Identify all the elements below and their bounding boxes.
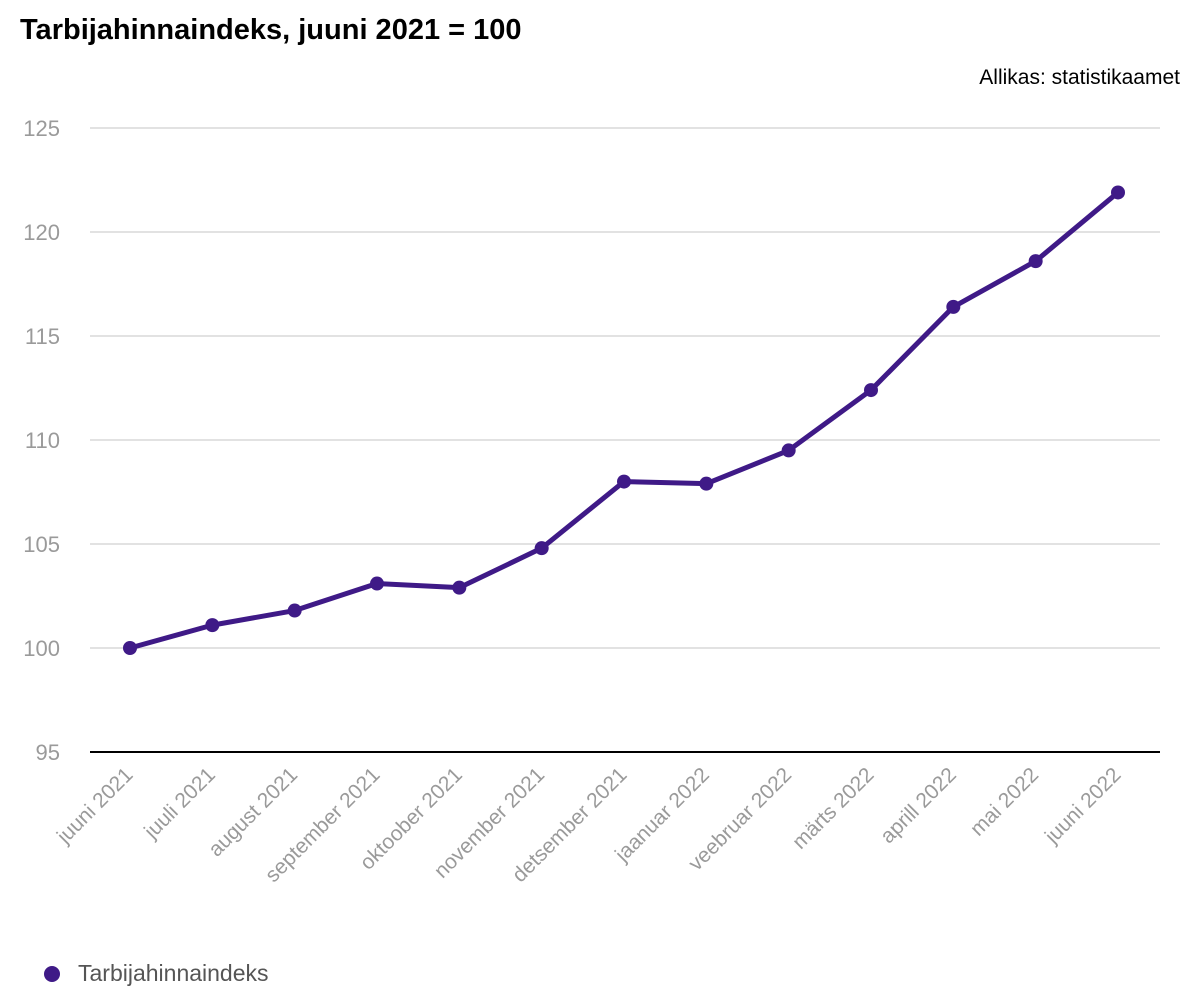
legend-label: Tarbijahinnaindeks xyxy=(78,960,269,986)
x-tick-label: aprill 2022 xyxy=(876,763,961,848)
x-tick-label: juuni 2021 xyxy=(52,763,138,849)
y-axis-tick-labels: 95 100 105 110 115 120 125 xyxy=(23,116,60,765)
data-point xyxy=(534,541,549,556)
data-point xyxy=(617,474,631,489)
y-tick-label: 125 xyxy=(23,116,60,141)
y-tick-label: 110 xyxy=(25,428,60,453)
chart-title: Tarbijahinnaindeks, juuni 2021 = 100 xyxy=(20,14,522,46)
y-tick-label: 95 xyxy=(36,740,60,765)
x-tick-label: juuni 2022 xyxy=(1040,763,1126,849)
data-point xyxy=(1111,185,1125,200)
x-tick-label: märts 2022 xyxy=(788,763,879,854)
y-tick-label: 120 xyxy=(23,220,60,245)
data-point xyxy=(370,576,384,591)
x-tick-label: juuli 2021 xyxy=(139,763,220,844)
y-tick-label: 100 xyxy=(23,636,60,661)
data-point xyxy=(864,383,878,398)
data-point xyxy=(287,603,302,618)
legend-marker-icon xyxy=(44,965,60,982)
series-line xyxy=(127,189,1121,651)
data-point xyxy=(781,443,796,458)
data-point xyxy=(1028,254,1043,269)
data-point xyxy=(205,618,220,633)
grid-lines xyxy=(90,127,1160,649)
data-point xyxy=(452,580,467,595)
x-tick-label: mai 2022 xyxy=(966,763,1043,840)
source-note: Allikas: statistikaamet xyxy=(979,66,1180,89)
legend: Tarbijahinnaindeks xyxy=(44,960,269,987)
data-point xyxy=(123,641,137,655)
data-point xyxy=(946,299,961,314)
y-tick-label: 105 xyxy=(23,532,60,557)
data-point xyxy=(699,476,714,491)
y-tick-label: 115 xyxy=(25,324,60,349)
series-tarbijahinnaindeks xyxy=(123,185,1125,655)
